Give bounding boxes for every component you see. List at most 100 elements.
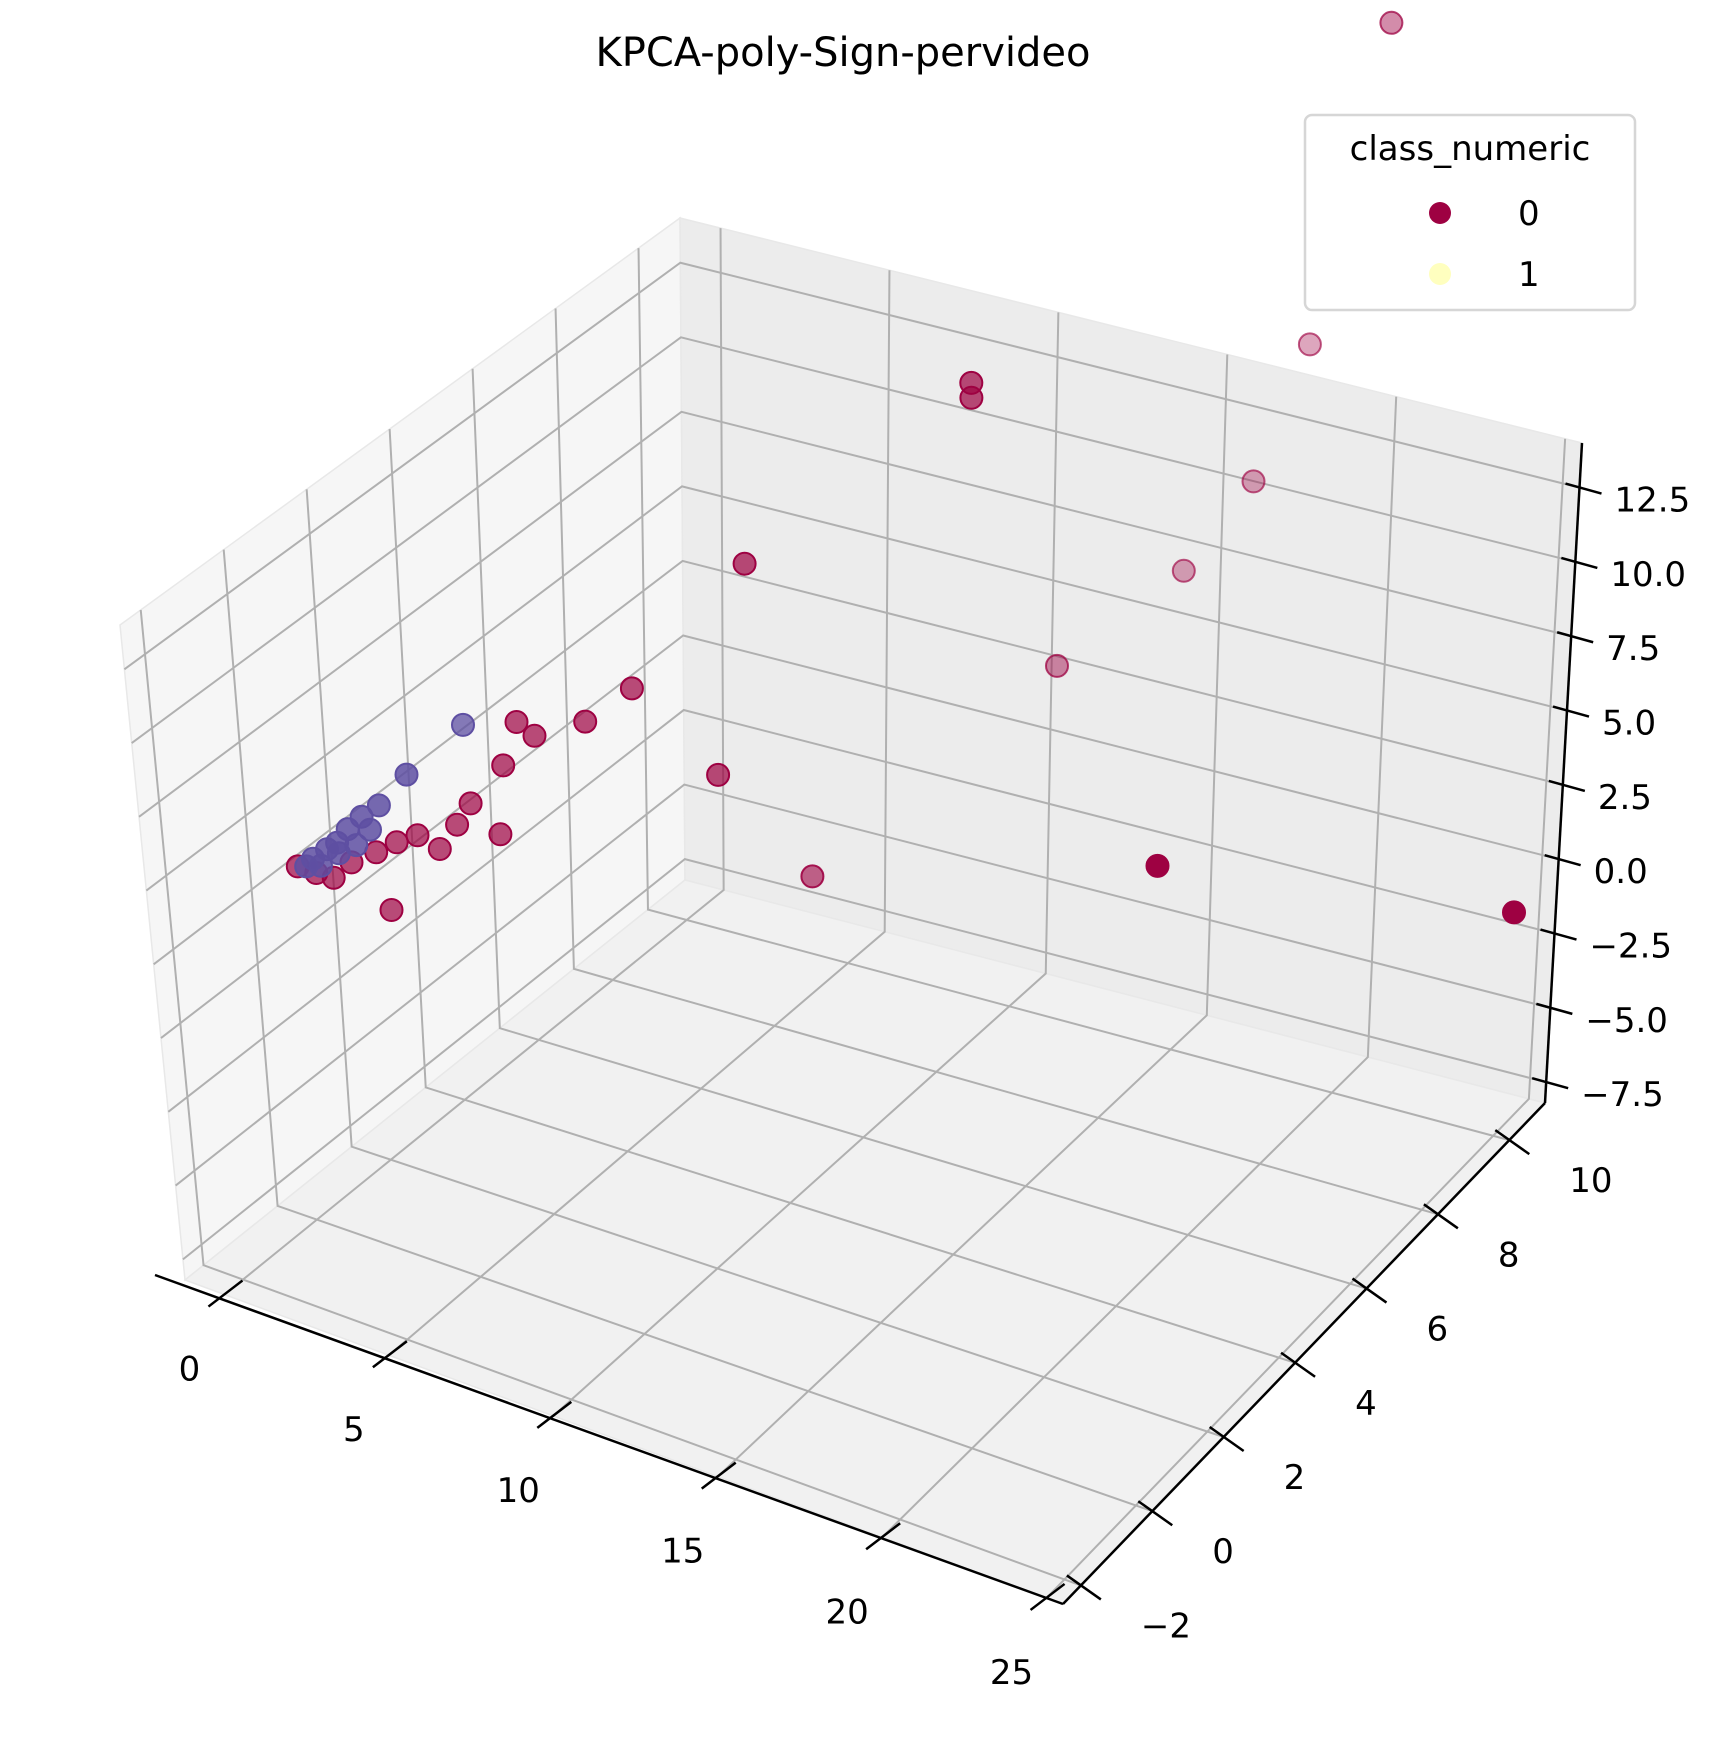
legend-box	[1303, 113, 1637, 312]
x-tick-mark-1	[372, 1340, 408, 1369]
data-points	[285, 10, 1526, 925]
legend-marker-class-0	[1429, 202, 1451, 224]
grid-line-z-4	[153, 559, 1564, 966]
y-tick-label-0: −2	[1141, 1606, 1191, 1646]
y-tick-mark-4	[1351, 1277, 1388, 1304]
z-tick-mark-4	[1548, 779, 1586, 793]
z-tick-mark-8	[1565, 482, 1602, 495]
grid-line-z-5	[145, 485, 1568, 892]
data-point-series-0-19	[445, 812, 470, 837]
legend-marker-class-1	[1429, 263, 1451, 285]
z-tick-label-2: −2.5	[1590, 927, 1673, 967]
data-point-series-0-6	[1241, 469, 1266, 494]
grid-line-y-6	[637, 248, 1510, 1142]
data-point-series-0-1	[1145, 853, 1170, 878]
z-tick-label-4: 2.5	[1598, 778, 1652, 818]
y-tick-mark-3	[1280, 1351, 1316, 1378]
data-point-series-1-12	[358, 817, 382, 842]
z-axis-line	[1543, 442, 1584, 1104]
legend-label-class-0: 0	[1518, 194, 1540, 234]
grid-line-y-5	[554, 308, 1439, 1216]
z-tick-label-6: 7.5	[1606, 629, 1660, 669]
y-tick-mark-6	[1494, 1129, 1531, 1156]
x-tick-label-5: 25	[990, 1653, 1033, 1693]
data-point-series-0-11	[732, 551, 757, 576]
x-tick-mark-4	[865, 1522, 901, 1551]
x-tick-mark-3	[700, 1461, 737, 1490]
grid-line-y-1	[222, 549, 1153, 1513]
z-tick-mark-0	[1531, 1076, 1569, 1090]
y-tick-mark-2	[1208, 1425, 1245, 1453]
data-point-series-0-5	[1171, 558, 1196, 583]
grid-line-z-1	[175, 783, 1551, 1187]
grid-lines	[123, 228, 1580, 1599]
data-point-series-0-4	[1045, 653, 1069, 678]
z-tick-mark-7	[1560, 556, 1598, 570]
data-point-series-0-16	[491, 753, 516, 778]
y-tick-label-3: 4	[1355, 1384, 1377, 1424]
y-tick-label-5: 8	[1498, 1235, 1520, 1275]
data-point-series-0-7	[1297, 332, 1322, 357]
y-tick-label-1: 0	[1212, 1532, 1234, 1572]
data-point-series-0-21	[405, 823, 430, 848]
data-point-series-0-20	[427, 837, 452, 861]
legend: class_numeric 0 1	[1303, 113, 1637, 312]
data-point-series-0-0	[1502, 900, 1526, 925]
data-point-series-0-18	[458, 791, 483, 816]
z-tick-label-8: 12.5	[1615, 481, 1691, 521]
data-point-series-1-1	[394, 762, 419, 787]
x-tick-mark-2	[536, 1400, 573, 1429]
x-axis-line	[154, 1273, 1064, 1606]
data-point-series-0-8	[1379, 10, 1404, 35]
data-point-series-0-14	[522, 723, 547, 748]
data-point-series-1-11	[344, 833, 369, 858]
tick-labels: 0 5 10 15 20 25 −2 0 2 4 6 8 10 −7.5 −5.0 −2.5 0.0 2.5 5.0…	[179, 481, 1691, 1693]
data-point-series-0-17	[488, 822, 513, 847]
grid-line-z-6	[138, 410, 1572, 818]
chart-title: KPCA-poly-Sign-pervideo	[596, 30, 1091, 76]
grid-line-y-2	[305, 489, 1224, 1438]
y-tick-label-6: 10	[1569, 1161, 1612, 1201]
y-tick-mark-1	[1137, 1500, 1173, 1527]
x-tick-label-3: 15	[661, 1532, 704, 1572]
data-point-series-0-26	[379, 898, 404, 922]
data-point-series-1-2	[366, 793, 391, 818]
grid-line-y-3	[388, 428, 1296, 1364]
z-tick-mark-1	[1535, 1002, 1573, 1016]
x-tick-label-4: 20	[826, 1592, 869, 1632]
data-point-series-0-23	[364, 840, 389, 865]
grid-line-z-0	[182, 858, 1547, 1261]
grid-line-z-3	[160, 634, 1559, 1039]
data-point-series-0-12	[619, 676, 644, 701]
data-point-series-0-10	[959, 370, 984, 395]
y-tick-label-4: 6	[1426, 1310, 1448, 1350]
x-tick-label-2: 10	[497, 1471, 540, 1511]
z-tick-label-0: −7.5	[1581, 1075, 1664, 1115]
z-tick-label-3: 0.0	[1594, 852, 1648, 892]
data-point-series-0-13	[573, 709, 598, 734]
legend-label-class-1: 1	[1518, 255, 1540, 295]
y-axis-line	[1062, 1102, 1546, 1605]
z-tick-mark-3	[1544, 854, 1582, 867]
data-point-series-0-15	[504, 710, 529, 734]
x-tick-mark-5	[1029, 1582, 1066, 1611]
z-tick-label-1: −5.0	[1585, 1001, 1668, 1041]
x-tick-label-0: 0	[179, 1350, 201, 1390]
y-tick-mark-5	[1423, 1203, 1459, 1230]
z-tick-mark-2	[1540, 928, 1577, 941]
grid-line-z-2	[167, 708, 1555, 1113]
x-tick-mark-0	[207, 1279, 244, 1308]
z-tick-label-7: 10.0	[1610, 555, 1686, 595]
grid-line-z-8	[123, 261, 1580, 671]
y-tick-label-2: 2	[1284, 1458, 1306, 1498]
data-point-series-0-2	[800, 864, 825, 889]
y-tick-mark-0	[1066, 1574, 1102, 1601]
data-point-series-0-3	[706, 762, 731, 787]
grid-line-y-0	[139, 609, 1082, 1587]
data-point-series-1-9	[308, 853, 333, 878]
legend-title: class_numeric	[1350, 129, 1591, 169]
data-point-series-0-22	[384, 830, 409, 855]
z-tick-mark-5	[1552, 705, 1590, 718]
axes	[154, 442, 1602, 1611]
